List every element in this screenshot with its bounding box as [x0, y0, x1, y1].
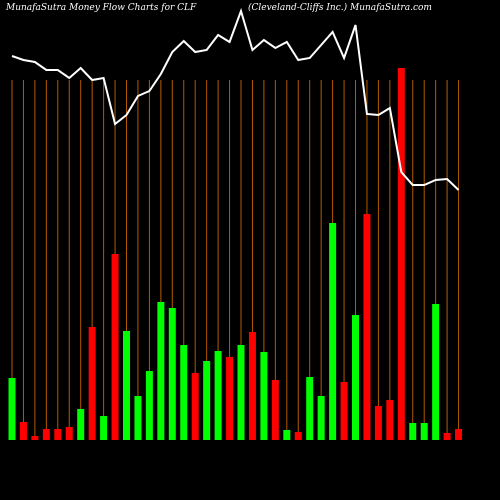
bar: [386, 400, 394, 440]
bar: [180, 345, 188, 440]
bar: [374, 406, 382, 440]
bar: [77, 409, 85, 440]
bar: [237, 345, 245, 440]
bar: [340, 382, 348, 440]
bar: [260, 352, 268, 440]
bar: [283, 430, 291, 440]
bar: [409, 423, 417, 440]
bar: [329, 223, 337, 440]
bar: [191, 373, 199, 440]
bar: [31, 436, 39, 440]
bar: [100, 416, 108, 440]
bar: [54, 429, 62, 440]
bar: [432, 304, 440, 440]
bar: [145, 371, 153, 440]
bar: [248, 332, 256, 440]
bar: [397, 68, 405, 440]
bar: [88, 327, 96, 440]
bar: [443, 433, 451, 440]
bar: [168, 308, 176, 440]
chart-subtitle: (Cleveland-Cliffs Inc.) MunafaSutra.com: [248, 2, 432, 13]
bar: [157, 302, 165, 440]
bar: [226, 357, 234, 440]
bar: [134, 396, 142, 440]
bar: [294, 432, 302, 440]
price-line: [11, 7, 460, 191]
bar: [123, 331, 130, 440]
bar: [203, 361, 211, 440]
bar: [455, 429, 463, 440]
bar: [19, 422, 27, 440]
bar: [65, 427, 73, 440]
bar: [111, 254, 119, 440]
bar: [420, 423, 428, 440]
bar: [352, 315, 359, 440]
bar: [317, 396, 325, 440]
bar: [42, 429, 50, 440]
bar: [271, 380, 279, 440]
bar: [363, 214, 371, 440]
chart-title: MunafaSutra Money Flow Charts for CLF: [5, 3, 197, 13]
bar: [214, 351, 222, 440]
bar: [8, 378, 16, 440]
bar: [306, 377, 314, 440]
